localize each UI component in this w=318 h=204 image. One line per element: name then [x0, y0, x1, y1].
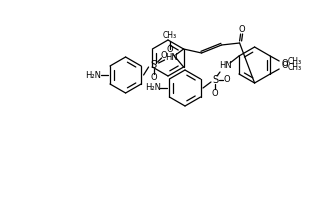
Text: H₂N: H₂N: [86, 71, 101, 80]
Text: CH₃: CH₃: [162, 31, 177, 41]
Text: O: O: [150, 72, 157, 82]
Text: CH₃: CH₃: [288, 58, 302, 67]
Text: O: O: [224, 75, 230, 84]
Text: O: O: [212, 89, 218, 98]
Text: O: O: [282, 60, 288, 69]
Text: O: O: [160, 51, 167, 60]
Text: S: S: [212, 75, 218, 85]
Text: CH₃: CH₃: [288, 63, 302, 72]
Text: O: O: [282, 61, 288, 71]
Text: H₂N: H₂N: [145, 83, 161, 92]
Text: S: S: [150, 60, 157, 70]
Text: O: O: [238, 24, 245, 33]
Text: HN: HN: [165, 52, 178, 61]
Text: HN: HN: [219, 61, 232, 71]
Text: O: O: [166, 44, 173, 53]
